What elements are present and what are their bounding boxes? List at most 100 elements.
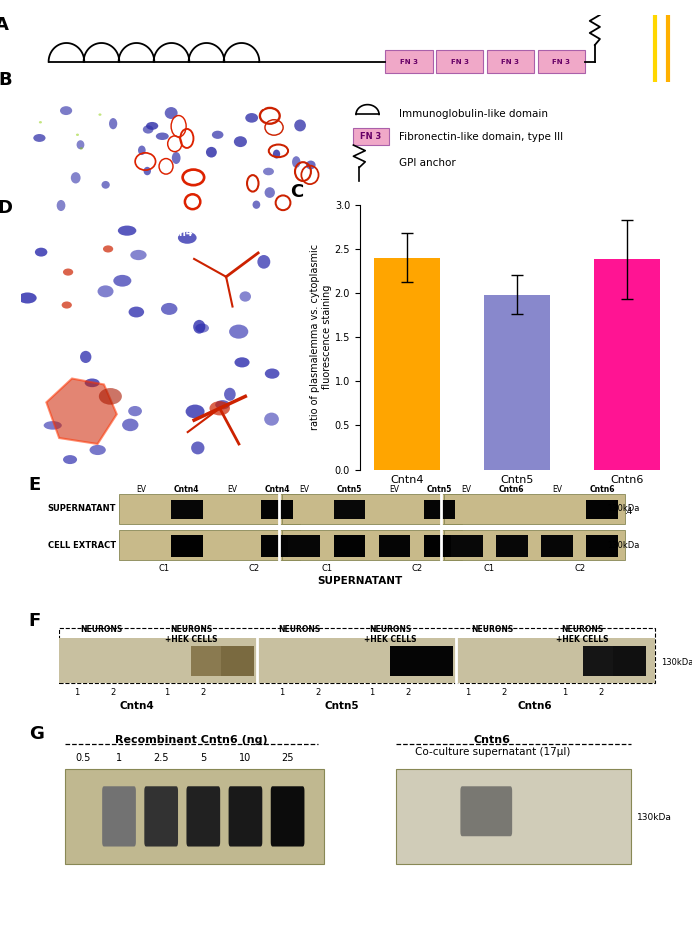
Text: 10: 10	[239, 753, 252, 764]
Ellipse shape	[71, 172, 80, 183]
Ellipse shape	[128, 406, 142, 417]
Text: 0.5: 0.5	[75, 753, 91, 764]
Bar	[496, 535, 528, 557]
Text: C: C	[291, 183, 304, 202]
Ellipse shape	[44, 421, 62, 430]
Text: 1: 1	[279, 688, 284, 698]
Ellipse shape	[234, 136, 247, 147]
Bar	[594, 259, 660, 470]
Ellipse shape	[84, 379, 100, 387]
Bar	[334, 499, 365, 519]
Text: Cntn5: Cntn5	[427, 485, 453, 495]
Bar	[262, 535, 293, 557]
Ellipse shape	[195, 324, 209, 333]
Text: 5: 5	[200, 753, 206, 764]
Polygon shape	[46, 379, 117, 444]
Text: 2: 2	[406, 688, 410, 698]
Ellipse shape	[63, 269, 73, 275]
Text: 2: 2	[598, 688, 603, 698]
Text: SUPERNATANT: SUPERNATANT	[48, 504, 116, 513]
Ellipse shape	[129, 307, 144, 317]
Ellipse shape	[98, 113, 102, 116]
Text: Cntn5: Cntn5	[26, 353, 59, 364]
Bar	[262, 499, 293, 519]
Bar	[171, 535, 203, 557]
Bar	[282, 530, 462, 560]
Ellipse shape	[39, 121, 42, 124]
Ellipse shape	[263, 167, 274, 176]
Ellipse shape	[18, 292, 37, 303]
FancyBboxPatch shape	[145, 786, 178, 846]
Bar	[444, 530, 625, 560]
Text: GPI anchor: GPI anchor	[399, 158, 455, 168]
Text: Cntn6: Cntn6	[517, 701, 552, 711]
Ellipse shape	[80, 147, 83, 150]
Ellipse shape	[77, 140, 84, 150]
Bar	[396, 768, 630, 864]
Text: A: A	[0, 16, 9, 33]
Text: 130kDa: 130kDa	[607, 540, 639, 550]
Bar	[538, 50, 585, 73]
Bar	[289, 535, 320, 557]
Text: Cntn6: Cntn6	[161, 353, 194, 364]
Text: SUPERNATANT: SUPERNATANT	[317, 576, 403, 586]
Bar	[420, 645, 453, 676]
Ellipse shape	[191, 442, 204, 455]
Bar	[65, 768, 324, 864]
Bar	[444, 494, 625, 525]
Text: Recombinant Cntn6 (ng): Recombinant Cntn6 (ng)	[115, 735, 268, 745]
Ellipse shape	[76, 134, 79, 136]
Text: NEURONS: NEURONS	[278, 625, 321, 633]
Bar	[486, 50, 534, 73]
Text: 130kDa: 130kDa	[607, 504, 639, 513]
Text: Cntn4: Cntn4	[264, 485, 290, 495]
Ellipse shape	[98, 286, 113, 298]
Ellipse shape	[206, 147, 217, 157]
Text: Cntn4: Cntn4	[161, 228, 194, 238]
Bar	[586, 535, 618, 557]
Text: NEURONS
+HEK CELLS: NEURONS +HEK CELLS	[165, 625, 217, 644]
Text: 25: 25	[282, 753, 294, 764]
Text: FN 3: FN 3	[450, 59, 468, 65]
Text: EV: EV	[136, 485, 147, 495]
Text: EV: EV	[26, 228, 40, 238]
Bar	[451, 535, 482, 557]
Text: G: G	[29, 724, 44, 742]
Text: 130kDa: 130kDa	[661, 658, 692, 667]
Bar	[379, 535, 410, 557]
FancyBboxPatch shape	[271, 786, 304, 846]
Bar	[424, 499, 455, 519]
Text: Cntn6: Cntn6	[474, 735, 511, 745]
Ellipse shape	[265, 368, 280, 379]
Text: Cntn4: Cntn4	[24, 101, 57, 111]
Text: E: E	[29, 476, 41, 494]
Ellipse shape	[210, 401, 230, 416]
Text: Co-culture supernatant (17μl): Co-culture supernatant (17μl)	[415, 747, 570, 757]
Bar	[334, 535, 365, 557]
Ellipse shape	[165, 107, 178, 119]
Text: NEURONS: NEURONS	[471, 625, 513, 633]
Text: EV: EV	[299, 485, 309, 495]
Text: 1: 1	[466, 688, 471, 698]
Ellipse shape	[193, 320, 206, 334]
Ellipse shape	[99, 388, 122, 405]
Text: Cntn6: Cntn6	[233, 101, 266, 111]
Text: FN 3: FN 3	[399, 59, 418, 65]
Text: 2: 2	[315, 688, 320, 698]
Ellipse shape	[63, 455, 77, 464]
Text: 10: 10	[511, 507, 523, 516]
Text: Cntn5: Cntn5	[336, 485, 362, 495]
Text: EV: EV	[227, 485, 237, 495]
Ellipse shape	[146, 122, 158, 130]
Text: B: B	[0, 71, 12, 89]
FancyBboxPatch shape	[102, 786, 136, 846]
Text: Fibronectin-like domain, type III: Fibronectin-like domain, type III	[399, 132, 563, 141]
Ellipse shape	[245, 113, 258, 123]
Ellipse shape	[143, 166, 151, 175]
Text: F: F	[29, 613, 41, 631]
Text: C1: C1	[321, 565, 332, 573]
FancyBboxPatch shape	[186, 786, 220, 846]
Text: Cntn5: Cntn5	[129, 101, 162, 111]
Text: C2: C2	[574, 565, 585, 573]
Text: NEURONS
+HEK CELLS: NEURONS +HEK CELLS	[556, 625, 609, 644]
